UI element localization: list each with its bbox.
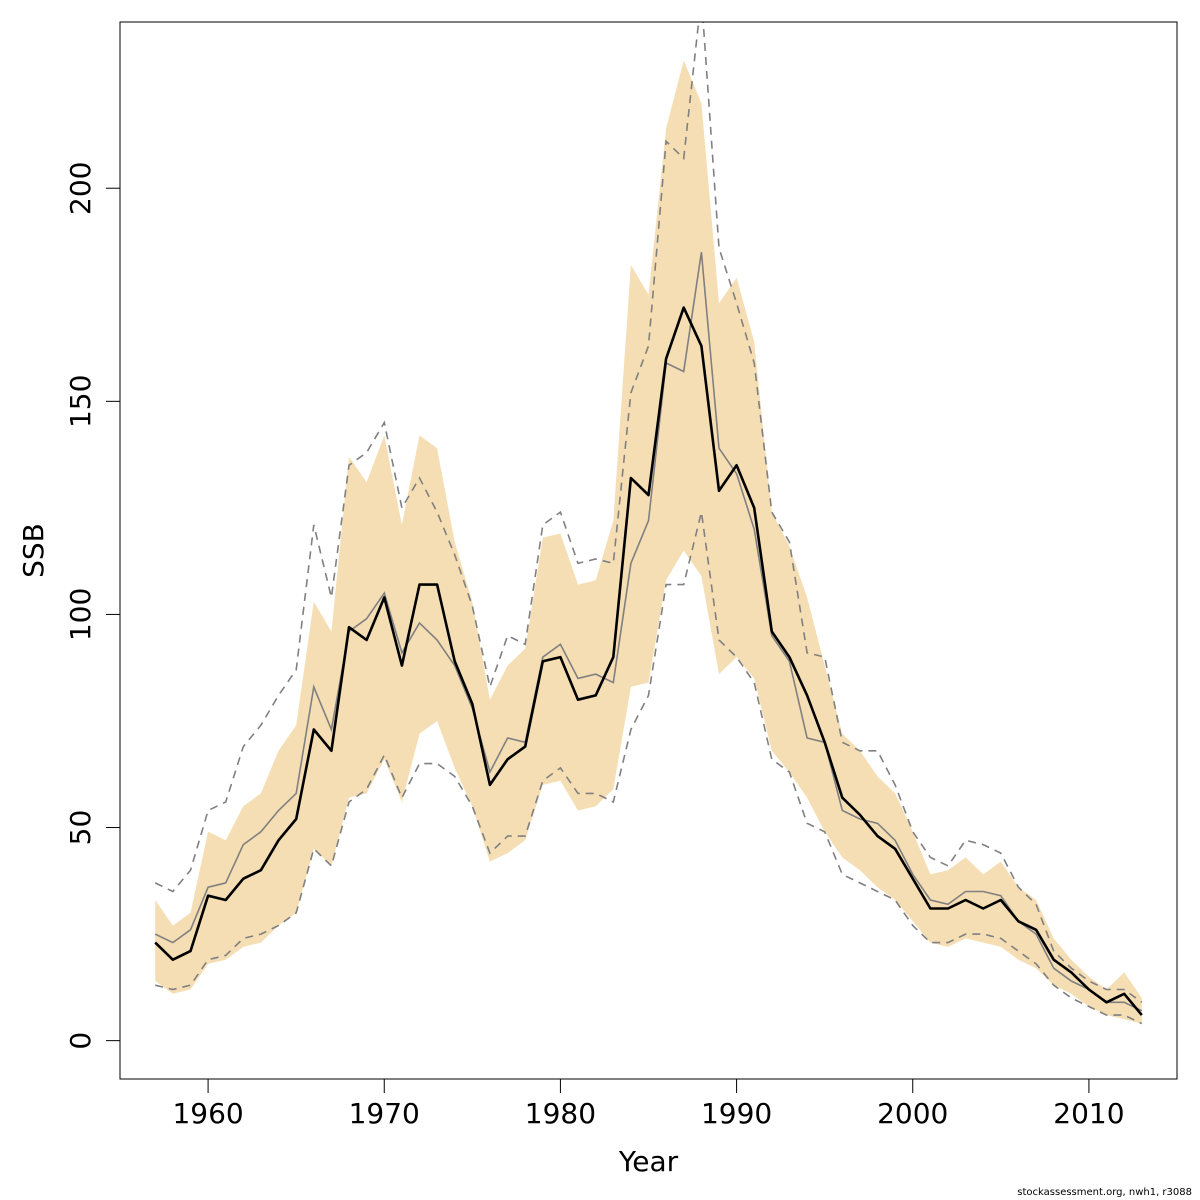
x-tick-label: 1960	[172, 1097, 243, 1130]
dashed-lower-bound-line	[155, 511, 1143, 1025]
credit-text: stockassessment.org, nwh1, r3088	[1017, 1187, 1192, 1198]
y-tick-label: 100	[64, 588, 97, 641]
y-axis-title: SSB	[17, 523, 50, 578]
confidence-band	[155, 60, 1142, 1024]
x-tick-label: 1970	[349, 1097, 420, 1130]
y-tick-label: 50	[64, 810, 97, 846]
ssb-estimate-line	[154, 306, 1143, 1016]
x-tick-label: 2000	[877, 1097, 948, 1130]
plot-area	[154, 22, 1143, 1025]
x-axis-title: Year	[618, 1145, 679, 1178]
dashed-upper-bound-line	[154, 22, 1143, 1003]
x-tick-label: 2010	[1053, 1097, 1124, 1130]
y-tick-label: 0	[64, 1032, 97, 1050]
x-tick-label: 1990	[701, 1097, 772, 1130]
x-tick-label: 1980	[525, 1097, 596, 1130]
y-axis: 0 50 100 150 200	[64, 161, 121, 1050]
y-tick-label: 150	[64, 375, 97, 428]
x-axis: 1960 1970 1980 1990 2000 2010	[172, 1078, 1125, 1130]
y-tick-label: 200	[64, 161, 97, 214]
alternative-estimate-line	[154, 252, 1143, 1012]
